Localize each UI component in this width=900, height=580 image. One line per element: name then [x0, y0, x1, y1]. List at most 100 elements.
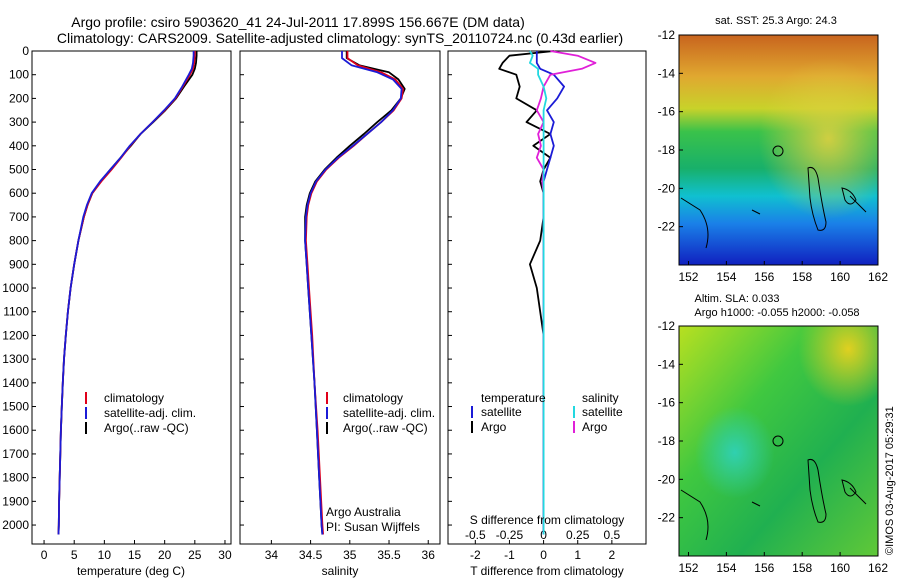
- temperature-panel-frame: [31, 50, 232, 545]
- sst-map-warm-patch: [679, 35, 878, 265]
- x-tick-label: 30: [218, 548, 232, 562]
- x2-tick-label: -0.25: [496, 528, 524, 542]
- y-tick-label: 1200: [2, 328, 29, 342]
- y-tick-label: 1500: [2, 400, 29, 414]
- sla-map-argo-location: [772, 435, 784, 447]
- x-tick-label: 35.5: [377, 548, 401, 562]
- x-tick-label: 0: [41, 548, 48, 562]
- y-tick-label: 1400: [2, 376, 29, 390]
- lat-tick-label: -14: [658, 66, 676, 80]
- x-tick-label: 20: [158, 548, 172, 562]
- legend-label-climatology: climatology: [104, 391, 164, 405]
- y-tick-label: 600: [9, 186, 29, 200]
- lon-tick-label: 154: [716, 270, 736, 284]
- lon-tick-label: 158: [792, 270, 812, 284]
- lat-tick-label: -18: [658, 143, 676, 157]
- credit-org: Argo Australia: [326, 505, 401, 519]
- sla-map-title-line2: Argo h1000: -0.055 h2000: -0.058: [694, 307, 859, 319]
- difference-legend: temperature satellite Argo salinity sate…: [471, 391, 623, 434]
- x2-tick-label: 0.5: [604, 528, 621, 542]
- lon-tick-label: 162: [868, 270, 888, 284]
- salinity-xlabel: salinity: [322, 564, 359, 578]
- legend-label-argo: Argo(..raw -QC): [343, 421, 428, 435]
- lat-tick-label: -14: [658, 357, 676, 371]
- lat-tick-label: -18: [658, 434, 676, 448]
- credit-pi: PI: Susan Wijffels: [326, 520, 420, 534]
- lat-tick-label: -16: [658, 396, 676, 410]
- y-tick-label: 1600: [2, 423, 29, 437]
- x-tick-label: 34.5: [299, 548, 323, 562]
- sst-map-ticks: 152 154 156 158 160 162 -12 -14 -16 -18 -20 -22: [658, 28, 889, 284]
- salinity-legend: climatology satellite-adj. clim. Argo(..…: [326, 391, 435, 435]
- sst-map-title: sat. SST: 25.3 Argo: 24.3: [715, 15, 837, 27]
- legend-label-sal-argo: Argo: [582, 420, 608, 434]
- sla-map-ticks: 152 154 156 158 160 162 -12 -14 -16 -18 -20 -22: [658, 319, 889, 575]
- legend-label-temp-satellite: satellite: [481, 405, 522, 419]
- difference-plot: -2 -1 0 1 2 -0.5 -0.25 0 0.25 0.5: [448, 50, 621, 562]
- x-tick-label: 15: [128, 548, 142, 562]
- legend-label-argo: Argo(..raw -QC): [104, 421, 189, 435]
- y-tick-label: 1000: [2, 281, 29, 295]
- x-tick-label: 2: [609, 548, 616, 562]
- y-tick-label: 1700: [2, 447, 29, 461]
- lat-tick-label: -22: [658, 220, 676, 234]
- lon-tick-label: 160: [830, 270, 850, 284]
- legend-head-salinity: salinity: [582, 391, 619, 405]
- difference-series-temperature-argo: [498, 50, 554, 535]
- lat-tick-label: -12: [658, 28, 676, 42]
- temperature-series-argo: [57, 51, 198, 535]
- difference-panel-frame: [447, 50, 647, 545]
- x-tick-label: 0: [540, 548, 547, 562]
- x-tick-label: 1: [574, 548, 581, 562]
- x-tick-label: 36: [422, 548, 436, 562]
- legend-label-satellite: satellite-adj. clim.: [343, 406, 435, 420]
- lon-tick-label: 158: [792, 561, 812, 575]
- salinity-series-climatology: [304, 51, 405, 535]
- difference-x2label: S difference from climatology: [470, 513, 625, 527]
- sst-map-coastline: [680, 167, 867, 249]
- y-tick-label: 300: [9, 115, 29, 129]
- y-tick-label: 1800: [2, 471, 29, 485]
- difference-series-salinity-argo: [535, 50, 597, 535]
- difference-xlabel: T difference from climatology: [470, 564, 624, 578]
- legend-label-sal-satellite: satellite: [582, 405, 623, 419]
- lat-tick-label: -12: [658, 319, 676, 333]
- lat-tick-label: -22: [658, 511, 676, 525]
- sla-map: 152 154 156 158 160 162 -12 -14 -16 -18 -20 -22: [658, 319, 889, 575]
- salinity-panel-frame: [239, 50, 441, 545]
- x-tick-label: 5: [71, 548, 78, 562]
- y-tick-label: 1100: [3, 305, 29, 319]
- lon-tick-label: 162: [868, 561, 888, 575]
- difference-series-temperature-satellite: [535, 51, 565, 535]
- temperature-series-satellite: [57, 51, 195, 535]
- sla-map-title-line1: Altim. SLA: 0.033: [695, 293, 780, 305]
- header-title-line1: Argo profile: csiro 5903620_41 24-Jul-20…: [71, 14, 524, 30]
- legend-label-satellite: satellite-adj. clim.: [104, 406, 196, 420]
- y-tick-label: 1300: [2, 352, 29, 366]
- y-tick-label: 2000: [2, 518, 29, 532]
- imos-timestamp: ©IMOS 03-Aug-2017 05:29:31: [884, 406, 896, 555]
- legend-head-temperature: temperature: [481, 391, 546, 405]
- x-tick-label: 34: [265, 548, 279, 562]
- x-tick-label: 35: [343, 548, 357, 562]
- y-tick-label: 700: [9, 210, 29, 224]
- header-title-line2: Climatology: CARS2009. Satellite-adjuste…: [57, 30, 623, 46]
- salinity-plot: 34 34.5 35 35.5 36: [240, 50, 436, 562]
- lat-tick-label: -16: [658, 105, 676, 119]
- y-tick-label: 900: [9, 257, 29, 271]
- sla-map-coastline: [680, 459, 867, 541]
- sla-map-warm-patch: [679, 326, 878, 556]
- x-tick-label: -1: [504, 548, 515, 562]
- y-tick-label: 100: [9, 68, 29, 82]
- lon-tick-label: 160: [830, 561, 850, 575]
- y-tick-label: 0: [22, 44, 29, 58]
- x2-tick-label: -0.5: [465, 528, 486, 542]
- lon-tick-label: 156: [754, 270, 774, 284]
- difference-series-salinity-satellite: [529, 50, 548, 535]
- x-tick-label: 10: [98, 548, 112, 562]
- temperature-legend: climatology satellite-adj. clim. Argo(..…: [85, 391, 196, 435]
- sst-map-argo-location: [772, 145, 784, 157]
- y-tick-label: 1900: [2, 494, 29, 508]
- lat-tick-label: -20: [658, 181, 676, 195]
- legend-label-climatology: climatology: [343, 391, 403, 405]
